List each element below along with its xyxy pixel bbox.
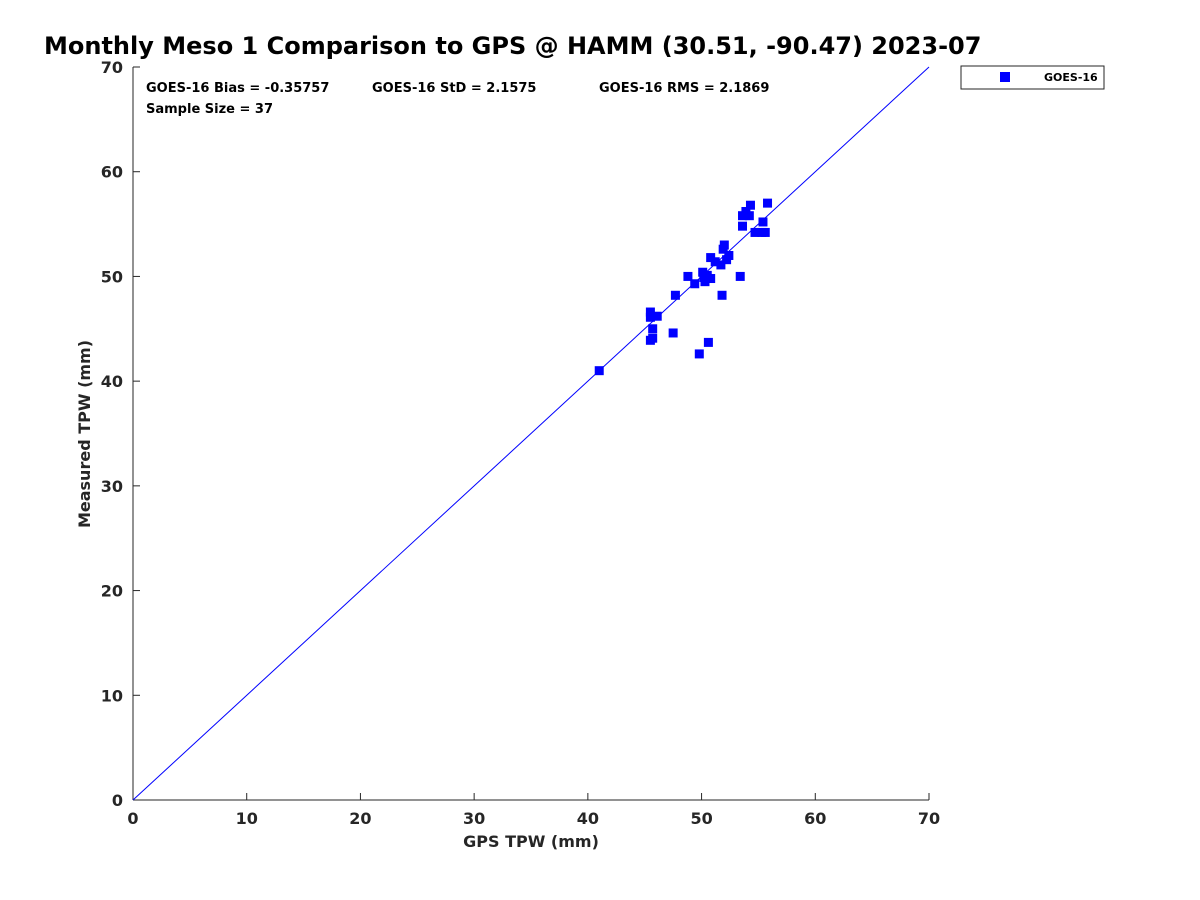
data-point: [699, 272, 709, 282]
data-point: [717, 290, 727, 300]
data-point: [722, 255, 732, 265]
data-point: [594, 366, 604, 376]
data-point: [648, 333, 658, 343]
y-tick-label: 20: [101, 582, 123, 601]
data-point: [706, 274, 716, 284]
data-point: [758, 217, 768, 227]
data-point: [645, 312, 655, 322]
stat-bias: GOES-16 Bias = -0.35757: [146, 81, 329, 96]
data-point: [706, 253, 716, 263]
data-point: [668, 328, 678, 338]
data-point: [750, 227, 760, 237]
legend-marker: [1000, 72, 1010, 82]
data-point: [760, 227, 770, 237]
data-point: [744, 211, 754, 221]
data-point: [645, 307, 655, 317]
y-tick-label: 10: [101, 686, 123, 705]
x-tick-label: 40: [577, 809, 599, 828]
y-tick-label: 50: [101, 267, 123, 286]
stat-rms: GOES-16 RMS = 2.1869: [599, 81, 769, 96]
data-point: [738, 221, 748, 231]
data-point: [719, 240, 729, 250]
legend-label-goes16: GOES-16: [1044, 71, 1098, 84]
data-point: [763, 198, 773, 208]
data-points: [594, 198, 773, 376]
y-tick-label: 30: [101, 477, 123, 496]
data-point: [683, 271, 693, 281]
data-point: [716, 260, 726, 270]
y-tick-label: 60: [101, 163, 123, 182]
x-tick-label: 30: [463, 809, 485, 828]
legend: GOES-16: [960, 65, 1105, 90]
data-point: [735, 271, 745, 281]
y-tick-label: 0: [112, 791, 123, 810]
legend-box: [960, 65, 1105, 90]
data-point: [703, 337, 713, 347]
x-tick-label: 60: [804, 809, 826, 828]
data-point: [710, 257, 720, 267]
data-point: [745, 200, 755, 210]
x-tick-label: 70: [918, 809, 940, 828]
y-tick-label: 40: [101, 372, 123, 391]
x-tick-label: 20: [349, 809, 371, 828]
data-point: [694, 349, 704, 359]
data-point: [698, 267, 708, 277]
x-axis-label: GPS TPW (mm): [463, 832, 599, 851]
stat-sample-size: Sample Size = 37: [146, 102, 273, 117]
data-point: [648, 324, 658, 334]
stat-std: GOES-16 StD = 2.1575: [372, 81, 536, 96]
axes: [132, 67, 929, 801]
x-tick-label: 0: [127, 809, 138, 828]
ticks: 0 10 20 30 40 50 60 70 0 10 20 30 40 50 60 70: [101, 58, 940, 828]
chart-title: Monthly Meso 1 Comparison to GPS @ HAMM …: [44, 32, 981, 60]
data-point: [690, 279, 700, 289]
x-tick-label: 10: [236, 809, 258, 828]
one-to-one-line: [132, 66, 930, 801]
reference-line-group: [132, 66, 930, 801]
data-point: [652, 311, 662, 321]
y-tick-label: 70: [101, 58, 123, 77]
data-point: [670, 290, 680, 300]
x-tick-label: 50: [690, 809, 712, 828]
y-axis-label: Measured TPW (mm): [75, 340, 94, 528]
